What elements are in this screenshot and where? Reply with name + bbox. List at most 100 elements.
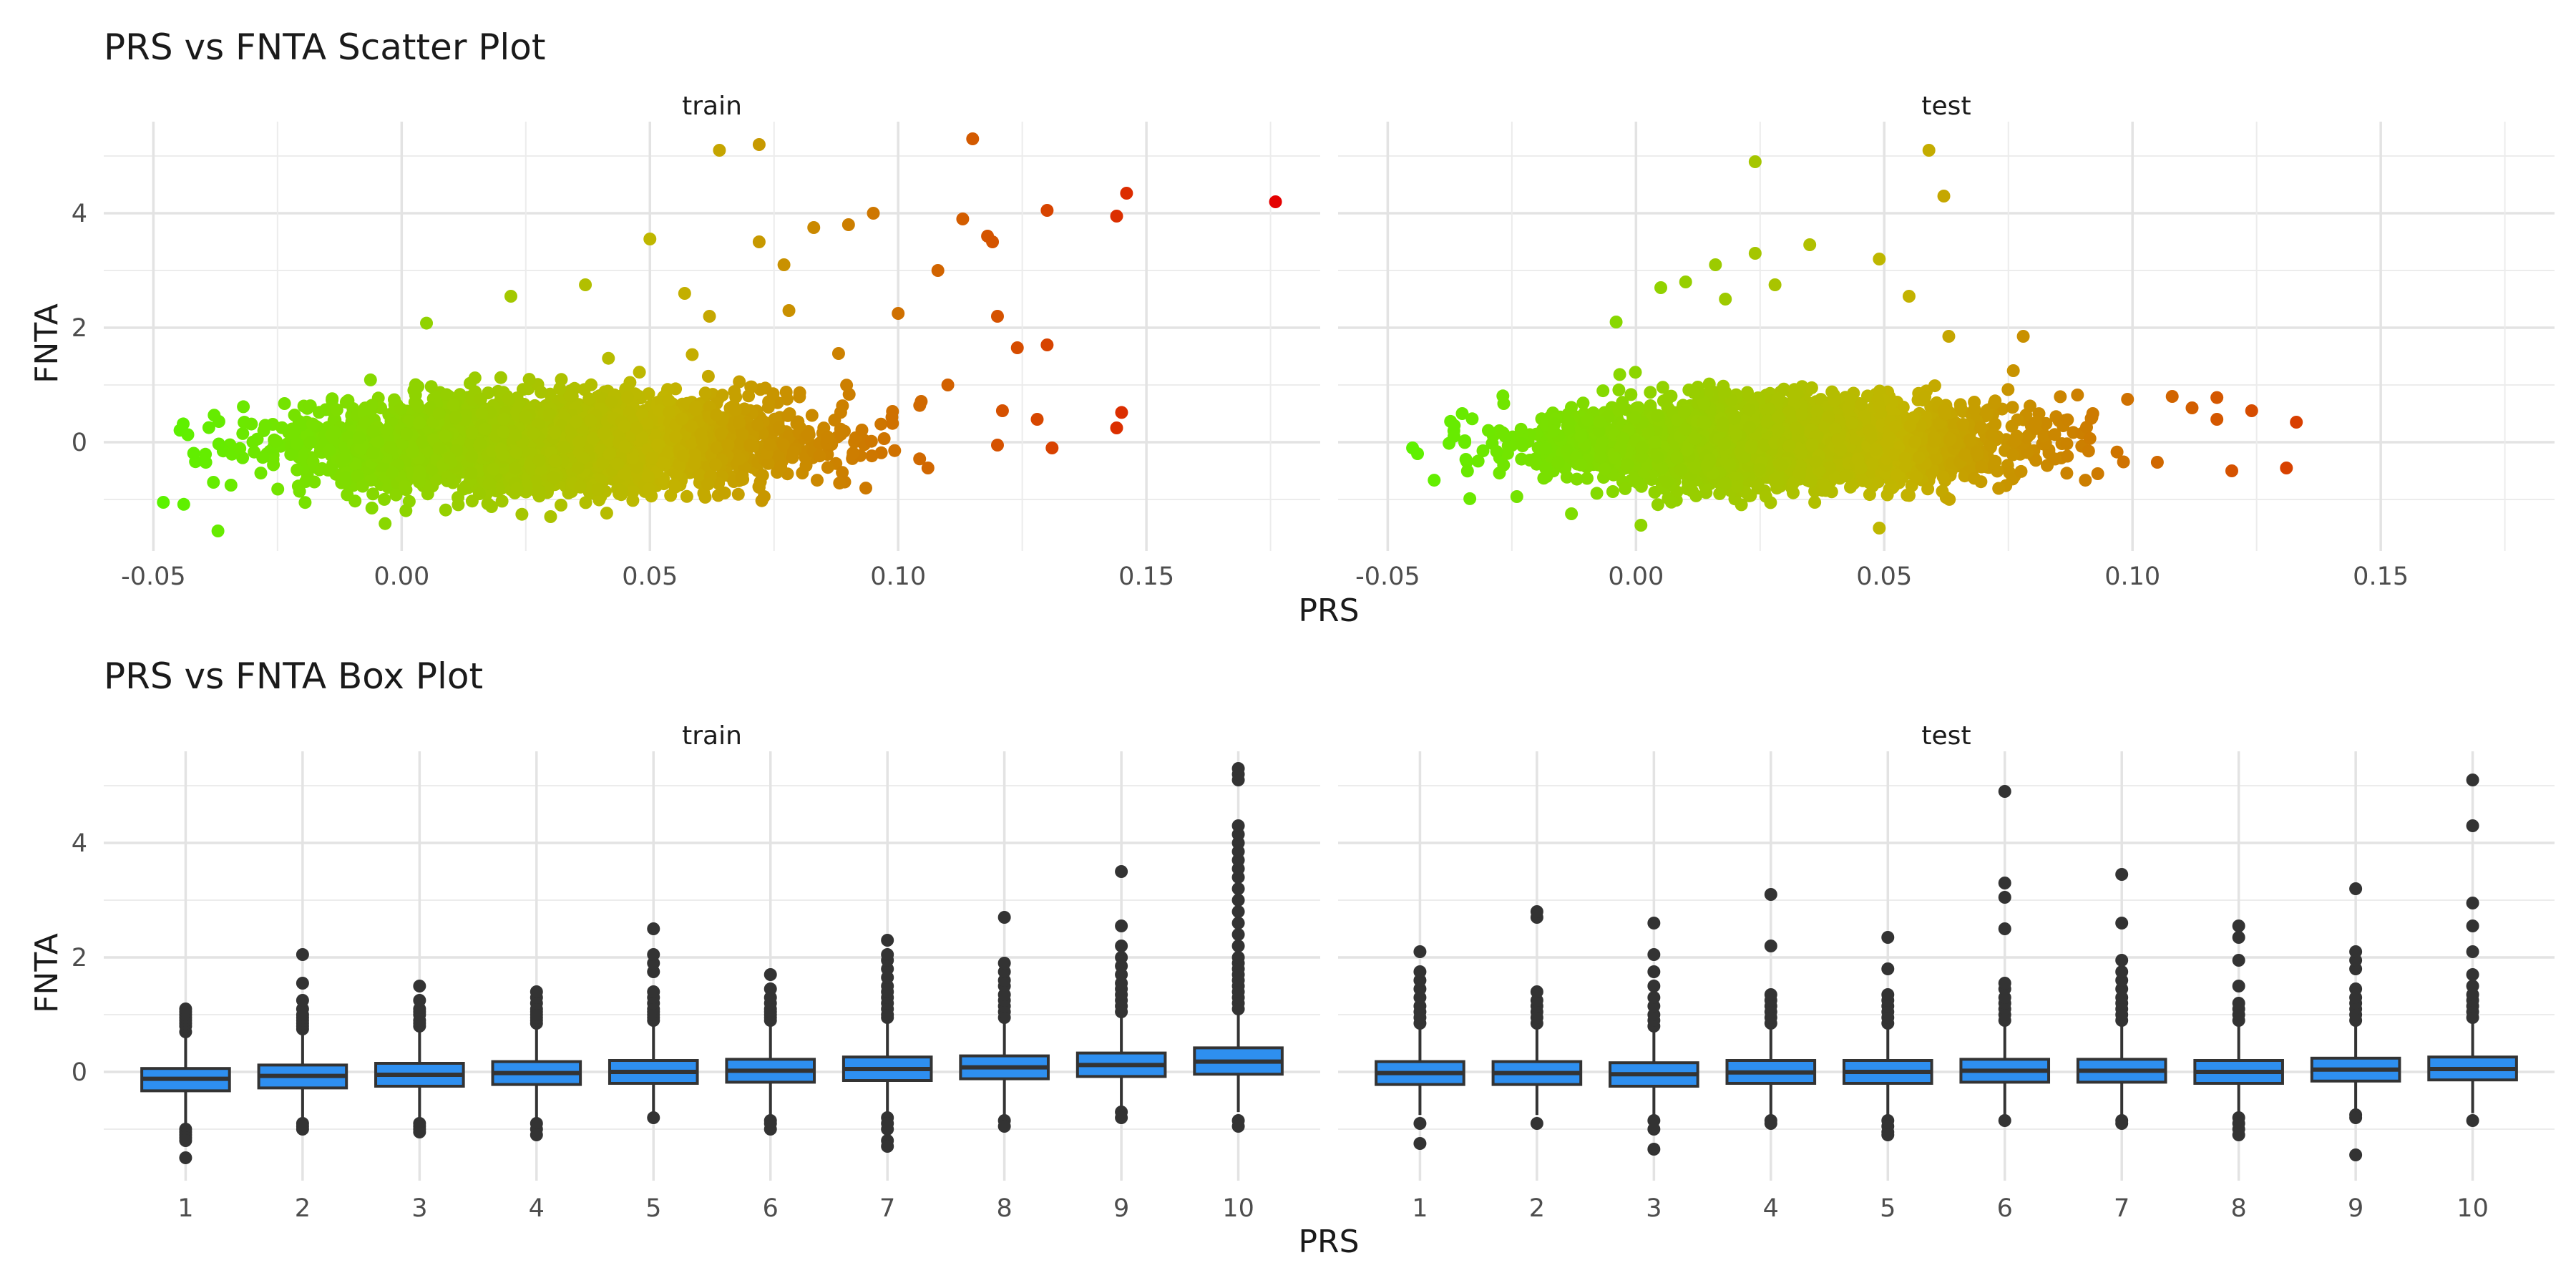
scatter-point [735,471,748,484]
scatter-point [698,386,712,400]
scatter-point [482,477,496,490]
scatter-point [258,419,272,432]
scatter-point [352,431,366,444]
scatter-point [714,427,728,441]
scatter-point [212,437,225,451]
scatter-point [1428,474,1441,487]
scatter-point [777,258,791,271]
scatter-point [626,486,640,499]
scatter-point [995,404,1009,417]
scatter-point-cloud-test [1428,366,2130,512]
facet-strip-label: train [682,92,742,121]
scatter-point [694,427,708,441]
scatter-point [1613,368,1626,381]
scatter-point [663,406,676,419]
scatter-point [1030,413,1044,426]
scatter-point [224,479,238,492]
scatter-point [207,476,220,489]
scatter-point [986,235,1000,248]
scatter-point [420,316,434,330]
scatter-point [1120,187,1133,200]
scatter-point [494,482,507,495]
scatter-point [752,235,766,248]
scatter-point [956,213,970,225]
scatter-point [1045,441,1059,454]
scatter-point [597,427,610,441]
scatter-point [364,373,377,386]
scatter-point [603,447,617,461]
scatter-point [582,392,596,406]
scatter-point [888,444,902,457]
scatter-point [990,310,1004,323]
scatter-point [885,411,899,424]
scatter-point [378,492,391,506]
scatter-point [497,425,510,439]
scatter-point [1010,341,1024,354]
scatter-point [618,419,631,433]
scatter-point [841,218,855,231]
scatter-point [303,436,317,449]
scatter-point [641,469,655,483]
scatter-point [246,435,260,449]
scatter-point [892,307,905,320]
scatter-point [356,479,369,493]
scatter-point [2079,474,2092,487]
scatter-point [570,415,583,429]
scatter-point [718,486,731,499]
scatter-point [1040,204,1054,217]
scatter-point [366,446,380,459]
scatter-point [497,448,509,462]
scatter-point [271,482,285,496]
scatter-point [157,496,170,509]
scatter-point [668,478,681,492]
scatter-point [736,427,749,441]
scatter-point-cloud-train [173,348,928,530]
scatter-point [509,428,522,441]
scatter-point [572,435,586,449]
scatter-point [338,470,352,484]
scatter-point [650,439,664,452]
scatter-point [774,460,788,473]
scatter-point [579,278,592,291]
x-tick-label: -0.05 [121,562,186,591]
scatter-point [481,497,494,510]
scatter-point [187,447,200,460]
scatter-point [400,427,414,441]
scatter-point [801,428,815,441]
scatter-point [772,421,786,434]
scatter-point [443,452,457,465]
scatter-point [831,347,845,360]
scatter-point [847,447,860,460]
scatter-point [380,423,394,436]
x-tick-label: 0.10 [870,562,926,591]
scatter-point [233,441,247,455]
scatter-point [287,424,301,437]
scatter-point [410,381,424,395]
scatter-point [786,445,800,459]
scatter-point [386,466,399,479]
scatter-point [472,487,486,501]
scatter-point [398,479,411,493]
scatter-point [733,452,746,466]
scatter-point [834,428,848,441]
scatter-point [306,455,320,469]
scatter-point [323,443,336,457]
scatter-point [728,404,742,417]
scatter-point [733,416,746,429]
scatter-point [643,482,655,496]
scatter-point [557,441,571,454]
scatter-point [177,417,190,431]
scatter-point [966,132,980,145]
scatter-point [354,442,368,456]
scatter-point [256,451,270,464]
scatter-point [270,434,283,448]
scatter-point [763,437,776,451]
scatter-point [325,428,338,441]
scatter-point [199,447,213,461]
scatter-point [406,445,419,459]
scatter-point [855,424,869,436]
scatter-point [807,221,821,234]
scatter-point [519,410,532,424]
scatter-point [678,287,691,300]
